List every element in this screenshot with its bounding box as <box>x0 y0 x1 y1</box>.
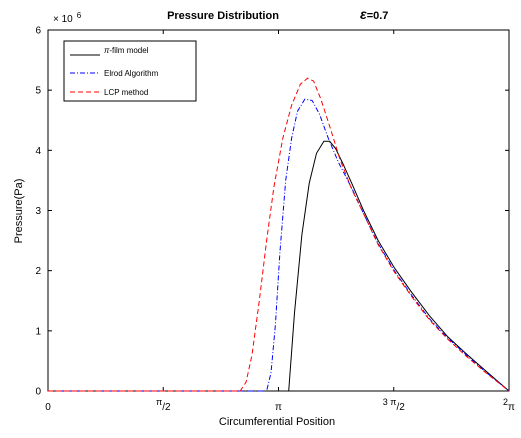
legend: π-film model Elrod Algorithm LCP method <box>63 40 197 102</box>
y-axis-label: Pressure(Pa) <box>13 179 25 244</box>
x-tick-label: 3 π/2 <box>383 397 405 413</box>
series-layer <box>48 77 510 392</box>
y-tick-label: 5 <box>35 86 41 97</box>
y-tick-label: 3 <box>35 206 41 217</box>
x-tick-label-sup: 3 π <box>383 397 397 407</box>
y-tick-label: 6 <box>35 26 41 37</box>
legend-label-film-model: π-film model <box>104 46 149 55</box>
epsilon-value: =0.7 <box>367 10 389 22</box>
y-axis-ticks: 0 1 2 3 4 5 6 <box>35 26 509 398</box>
y-tick-label: 0 <box>35 387 41 398</box>
legend-label-elrod: Elrod Algorithm <box>104 69 159 78</box>
x-tick-label-sup: 2 <box>503 397 508 407</box>
epsilon-symbol: ε <box>360 6 367 22</box>
legend-box <box>63 40 197 102</box>
x-tick-label: π <box>275 402 282 413</box>
x-tick-label: π/2 <box>156 397 171 413</box>
legend-label-lcp: LCP method <box>104 88 148 97</box>
series-line-2 <box>48 77 510 392</box>
x-axis-label: Circumferential Position <box>219 416 335 428</box>
y-tick-label: 4 <box>35 146 41 157</box>
y-multiplier-base: × 10 <box>53 14 73 25</box>
x-tick-label-main: /2 <box>162 402 171 413</box>
y-multiplier-exponent: 6 <box>77 11 82 20</box>
x-tick-label: 0 <box>45 402 51 413</box>
epsilon-annotation: ε=0.7 <box>360 6 388 22</box>
legend-film-model-text: -film model <box>109 46 148 55</box>
series-line-1 <box>48 98 510 392</box>
series-line-0 <box>48 140 510 392</box>
x-tick-label-main: π <box>508 402 515 413</box>
x-tick-label: 2π <box>503 397 515 413</box>
y-tick-label: 1 <box>35 326 41 337</box>
x-tick-label-sup: π <box>156 397 162 407</box>
legend-film-model-symbol: π <box>104 46 110 55</box>
y-multiplier-label: × 10 6 <box>53 11 82 25</box>
x-axis-ticks: 0 π/2 π 3 π/2 2π <box>45 30 515 413</box>
y-tick-label: 2 <box>35 266 41 277</box>
x-tick-label-main: /2 <box>396 402 405 413</box>
chart-title: Pressure Distribution <box>167 10 279 22</box>
